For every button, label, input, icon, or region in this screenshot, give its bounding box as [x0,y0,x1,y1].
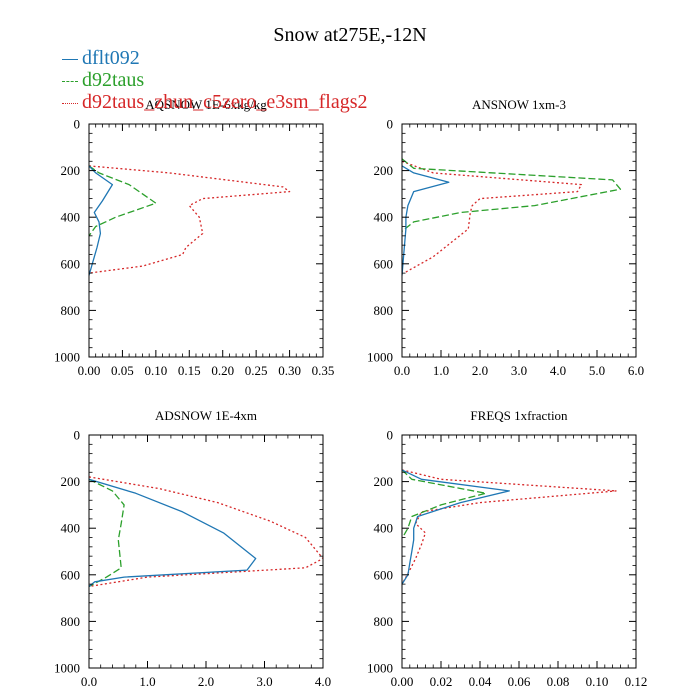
panel-3: ADSNOW 1E-4xm 0.0 1.0 2.0 3.0 4.0 0 200 400 600 80… [54,408,331,689]
x-tick-label: 0.30 [278,363,301,378]
series-line-d92taus [402,158,622,232]
x-tick-label: 0.02 [430,674,453,689]
y-tick-label: 200 [61,163,81,178]
series-line-d92taus_zhun_c5zero_e3sm_flags2 [89,476,323,588]
legend-entry: d92taus_zhun_c5zero_e3sm_flags2 [62,91,367,113]
x-tick-label: 0.04 [469,674,492,689]
figure-title: Snow at275E,-12N [273,24,426,46]
y-tick-label: 800 [61,614,81,629]
legend-swatch [62,80,78,82]
series-line-dflt092 [89,478,257,588]
series-line-d92taus_zhun_c5zero_e3sm_flags2 [89,165,291,274]
panel-4: FREQS 1xfraction 0.00 0.02 0.04 0.06 0.08 0.10… [367,408,647,689]
series-line-dflt092 [89,165,114,276]
series-line-d92taus [402,469,487,536]
x-tick-label: 6.0 [628,363,644,378]
legend-swatch [62,58,78,60]
panel-title: ADSNOW 1E-4xm [155,408,257,423]
y-tick-label: 1000 [367,661,393,676]
y-tick-label: 0 [387,117,394,132]
x-tick-label: 0.0 [81,674,97,689]
y-tick-label: 0 [387,428,394,443]
series-line-dflt092 [402,469,510,585]
y-tick-label: 200 [61,474,81,489]
y-tick-label: 200 [374,474,394,489]
plot-frame [401,123,637,358]
y-tick-label: 1000 [54,661,80,676]
y-tick-label: 400 [61,210,81,225]
x-tick-label: 0.20 [211,363,234,378]
series-line-d92taus [89,165,157,237]
y-tick-label: 200 [374,163,394,178]
x-tick-label: 3.0 [511,363,527,378]
series-line-d92taus_zhun_c5zero_e3sm_flags2 [402,469,618,585]
y-tick-label: 400 [374,210,394,225]
y-tick-label: 400 [61,521,81,536]
series-line-dflt092 [402,165,450,276]
x-tick-label: 0.00 [391,674,414,689]
x-tick-label: 0.10 [144,363,167,378]
x-tick-label: 0.12 [625,674,648,689]
plot-frame [401,434,637,669]
x-tick-label: 0.25 [245,363,268,378]
y-tick-label: 1000 [54,350,80,365]
x-tick-label: 4.0 [315,674,331,689]
panel-1: AQSNOW 1E-6xkg/kg 0.00 0.05 0.10 0.15 0.20 0.2… [54,97,334,378]
x-tick-label: 0.35 [312,363,335,378]
y-tick-label: 600 [61,567,81,582]
plot-frame [88,434,324,669]
panel-title: ANSNOW 1xm-3 [472,97,566,112]
y-tick-label: 600 [61,256,81,271]
legend-entry: dflt092 [62,47,140,69]
x-tick-label: 0.0 [394,363,410,378]
y-tick-label: 800 [374,614,394,629]
x-tick-label: 0.08 [547,674,570,689]
legend-label: dflt092 [82,47,140,69]
panel-2: ANSNOW 1xm-3 0.0 1.0 2.0 3.0 4.0 5.0 6.0 0 200 400… [367,97,644,378]
x-tick-label: 0.05 [111,363,134,378]
plot-frame [88,123,324,358]
x-tick-label: 0.15 [178,363,201,378]
x-tick-label: 0.06 [508,674,531,689]
x-tick-label: 2.0 [198,674,214,689]
panel-title: FREQS 1xfraction [470,408,568,423]
x-tick-label: 1.0 [139,674,155,689]
y-tick-label: 600 [374,256,394,271]
x-tick-label: 3.0 [256,674,272,689]
legend-entry: d92taus [62,69,144,91]
x-tick-label: 2.0 [472,363,488,378]
y-tick-label: 1000 [367,350,393,365]
y-tick-label: 0 [74,428,81,443]
series-line-d92taus [89,478,125,588]
x-tick-label: 0.00 [78,363,101,378]
y-tick-label: 0 [74,117,81,132]
panel-title: AQSNOW 1E-6xkg/kg [145,97,267,112]
series-line-d92taus_zhun_c5zero_e3sm_flags2 [402,160,583,274]
legend-swatch [62,102,78,104]
x-tick-label: 0.10 [586,674,609,689]
y-tick-label: 800 [374,303,394,318]
x-tick-label: 4.0 [550,363,566,378]
legend-label: d92taus [82,69,145,91]
x-tick-label: 5.0 [589,363,605,378]
y-tick-label: 600 [374,567,394,582]
x-tick-label: 1.0 [433,363,449,378]
y-tick-label: 800 [61,303,81,318]
y-tick-label: 400 [374,521,394,536]
legend-label: d92taus_zhun_c5zero_e3sm_flags2 [82,91,368,113]
